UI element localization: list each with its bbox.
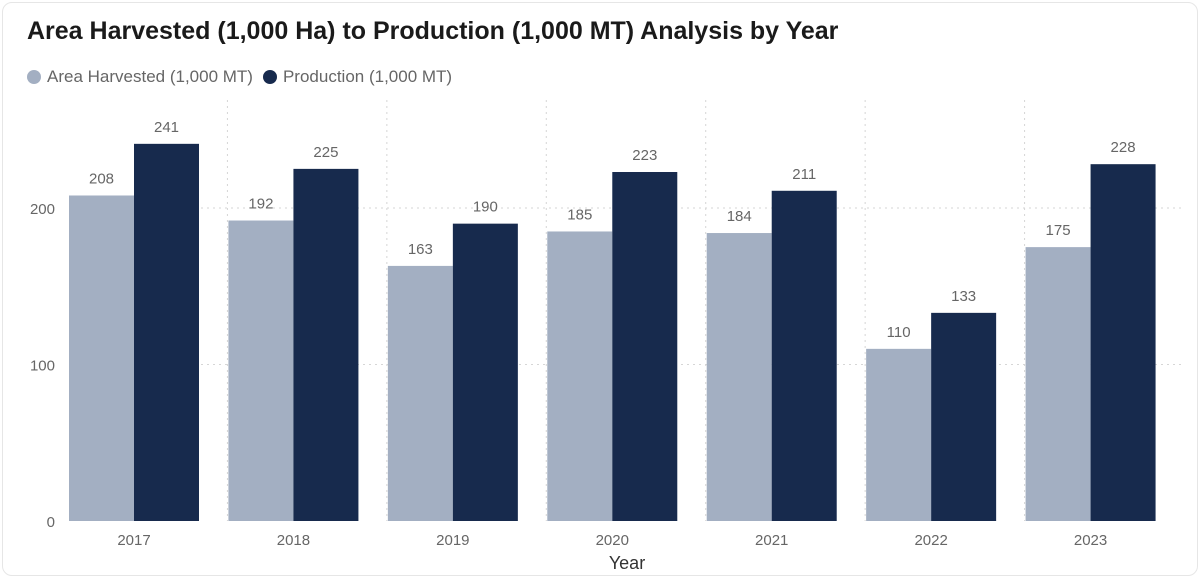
y-tick-label: 0: [47, 514, 55, 531]
bar-production: [612, 172, 678, 521]
data-label: 225: [313, 144, 338, 161]
bar-production: [134, 143, 199, 521]
data-label: 110: [887, 324, 911, 341]
bar-production: [931, 312, 997, 521]
bar-area: [547, 231, 613, 521]
data-label: 175: [1046, 222, 1071, 239]
data-label: 190: [473, 199, 498, 216]
y-tick-label: 200: [30, 201, 55, 218]
x-tick-label: 2017: [117, 532, 150, 549]
bar-production: [452, 223, 518, 521]
data-label: 192: [248, 196, 273, 213]
legend-label-area: Area Harvested (1,000 MT): [47, 67, 253, 86]
x-tick-label: 2018: [277, 532, 310, 549]
bar-area: [866, 348, 932, 521]
y-tick-label: 100: [30, 358, 55, 375]
chart-title: Area Harvested (1,000 Ha) to Production …: [27, 17, 839, 45]
x-tick-label: 2020: [596, 532, 629, 549]
data-label: 185: [567, 206, 592, 223]
legend-label-production: Production (1,000 MT): [282, 67, 453, 86]
legend-marker-production: [262, 70, 277, 84]
legend-item-production[interactable]: Production (1,000 MT): [262, 67, 453, 87]
legend-item-area[interactable]: Area Harvested (1,000 MT): [27, 67, 253, 87]
data-label: 228: [1111, 139, 1136, 156]
data-label: 208: [89, 170, 114, 187]
bar-area: [706, 233, 772, 522]
x-axis-title: Year: [609, 553, 645, 573]
data-label: 223: [632, 147, 657, 164]
bar-area: [69, 195, 134, 522]
x-tick-label: 2022: [914, 532, 947, 549]
data-label: 133: [951, 288, 976, 305]
data-label: 184: [727, 208, 752, 225]
bar-production: [1090, 164, 1156, 521]
bar-production: [293, 168, 359, 521]
data-label: 211: [792, 166, 816, 183]
bar-production: [771, 190, 837, 521]
bar-area: [1025, 247, 1091, 521]
x-tick-label: 2023: [1074, 532, 1107, 549]
legend-marker-area: [27, 70, 41, 84]
data-label: 163: [408, 241, 433, 258]
x-tick-label: 2021: [755, 532, 788, 549]
data-label: 241: [154, 119, 179, 136]
legend: Area Harvested (1,000 MT) Production (1,…: [27, 67, 452, 87]
x-tick-label: 2019: [436, 532, 469, 549]
bar-area: [387, 265, 453, 521]
bar-area: [228, 220, 294, 521]
